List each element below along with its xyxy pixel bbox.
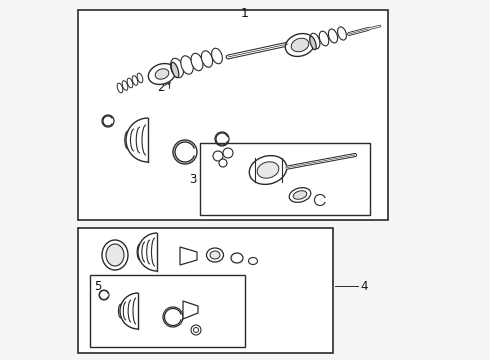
Ellipse shape <box>212 48 222 64</box>
Circle shape <box>102 115 114 127</box>
Text: 3: 3 <box>190 172 197 185</box>
Ellipse shape <box>206 248 223 262</box>
Text: 2: 2 <box>157 81 165 94</box>
Ellipse shape <box>201 51 213 67</box>
Ellipse shape <box>289 188 311 202</box>
Ellipse shape <box>291 38 309 52</box>
Ellipse shape <box>249 156 287 184</box>
Ellipse shape <box>248 257 258 265</box>
Bar <box>78 10 388 220</box>
Ellipse shape <box>319 31 329 46</box>
Circle shape <box>213 151 223 161</box>
Ellipse shape <box>106 244 124 266</box>
Ellipse shape <box>310 36 316 50</box>
Ellipse shape <box>210 251 220 259</box>
Ellipse shape <box>310 33 320 49</box>
Text: 4: 4 <box>360 279 368 292</box>
Ellipse shape <box>102 240 128 270</box>
Ellipse shape <box>257 162 279 178</box>
Ellipse shape <box>122 81 128 90</box>
Ellipse shape <box>191 53 203 71</box>
Circle shape <box>223 148 233 158</box>
Ellipse shape <box>285 33 315 57</box>
Ellipse shape <box>127 78 133 88</box>
Text: 5: 5 <box>94 280 101 293</box>
Ellipse shape <box>148 64 176 85</box>
Ellipse shape <box>338 27 346 40</box>
Bar <box>78 228 333 353</box>
Ellipse shape <box>117 83 123 93</box>
Ellipse shape <box>328 29 338 43</box>
Ellipse shape <box>171 58 183 78</box>
Ellipse shape <box>137 73 143 83</box>
Text: 1: 1 <box>241 7 249 20</box>
Ellipse shape <box>181 56 193 74</box>
Bar <box>200 143 370 215</box>
Polygon shape <box>183 301 198 319</box>
Ellipse shape <box>155 69 169 79</box>
Ellipse shape <box>231 253 243 263</box>
Circle shape <box>219 159 227 167</box>
Bar <box>90 275 245 347</box>
Polygon shape <box>180 247 197 265</box>
Ellipse shape <box>293 191 307 199</box>
Ellipse shape <box>132 76 138 85</box>
Ellipse shape <box>171 62 179 78</box>
